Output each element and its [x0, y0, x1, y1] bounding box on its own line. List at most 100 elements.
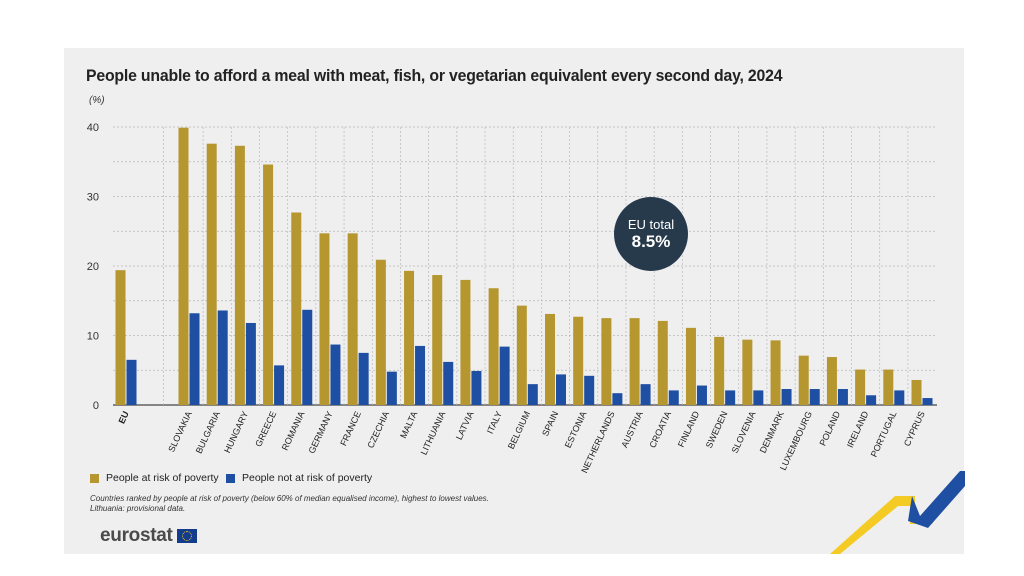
- x-tick-label: SLOVAKIA: [166, 410, 194, 454]
- bar-at-risk-estonia: [573, 316, 584, 405]
- x-tick-label: CROATIA: [647, 410, 673, 450]
- y-tick-label: 0: [93, 400, 99, 412]
- bar-at-risk-luxembourg: [798, 355, 809, 405]
- x-tick-label: HUNGARY: [222, 410, 250, 455]
- legend-swatch-at-risk: [90, 473, 99, 483]
- bar-not-at-risk-portugal: [894, 390, 905, 405]
- x-tick-label: IRELAND: [845, 409, 871, 449]
- bar-not-at-risk-hungary: [245, 322, 256, 405]
- eu-total-label: EU total: [627, 216, 675, 232]
- eu-flag-icon: [176, 529, 197, 543]
- bars: [115, 127, 933, 405]
- bar-not-at-risk-belgium: [527, 384, 538, 405]
- bar-at-risk-spain: [545, 313, 555, 405]
- x-tick-label: FINLAND: [676, 409, 702, 449]
- x-tick-label: FRANCE: [338, 410, 363, 448]
- y-tick-label: 30: [87, 192, 99, 204]
- bar-not-at-risk-austria: [640, 384, 651, 405]
- x-tick-label: LITHUANIA: [419, 410, 448, 457]
- legend-item-at-risk: People at risk of poverty: [90, 472, 219, 484]
- bar-at-risk-romania: [291, 212, 302, 405]
- bar-at-risk-austria: [629, 318, 640, 405]
- bar-at-risk-slovakia: [178, 127, 189, 405]
- bar-at-risk-slovenia: [742, 339, 753, 405]
- legend-2: People not at risk of poverty: [226, 472, 372, 488]
- x-tick-label: CYPRUS: [902, 410, 927, 448]
- x-tick-label: GERMANY: [306, 410, 334, 455]
- x-tick-label: SWEDEN: [704, 410, 730, 450]
- bar-not-at-risk-italy: [499, 346, 510, 405]
- bar-at-risk-belgium: [516, 305, 527, 405]
- x-tick-label: ROMANIA: [280, 410, 307, 452]
- x-tick-label: BULGARIA: [194, 410, 222, 455]
- x-tick-label: AUSTRIA: [619, 410, 645, 450]
- bar-not-at-risk-slovakia: [189, 313, 200, 405]
- bar-at-risk-hungary: [234, 145, 245, 405]
- x-tick-label: GREECE: [253, 410, 278, 449]
- bar-not-at-risk-cyprus: [922, 398, 933, 405]
- bar-at-risk-ireland: [855, 369, 866, 405]
- bar-not-at-risk-estonia: [584, 375, 595, 405]
- legend: People at risk of poverty: [90, 472, 219, 488]
- legend-label-not-at-risk: People not at risk of poverty: [242, 472, 373, 484]
- bar-at-risk-portugal: [883, 369, 894, 405]
- bar-not-at-risk-poland: [837, 389, 848, 405]
- bar-at-risk-croatia: [657, 320, 668, 405]
- x-tick-label: EU: [116, 410, 130, 426]
- bar-at-risk-eu: [115, 270, 126, 405]
- bar-at-risk-netherlands: [601, 318, 612, 405]
- y-tick-label: 40: [87, 122, 99, 134]
- x-tick-label: POLAND: [818, 409, 843, 447]
- y-tick-label: 10: [87, 331, 99, 343]
- x-tick-label: ITALY: [485, 410, 504, 436]
- bar-at-risk-germany: [319, 233, 330, 405]
- x-tick-label: MALTA: [398, 410, 419, 440]
- footnote-ranking: Countries ranked by people at risk of po…: [90, 494, 489, 503]
- y-tick-label: 20: [87, 261, 99, 273]
- bar-not-at-risk-eu: [126, 359, 137, 405]
- bar-at-risk-czechia: [375, 259, 386, 405]
- bar-not-at-risk-sweden: [725, 390, 736, 405]
- bar-not-at-risk-france: [358, 352, 369, 405]
- bar-at-risk-sweden: [714, 336, 725, 405]
- x-tick-label: SPAIN: [540, 410, 560, 438]
- bar-not-at-risk-romania: [302, 309, 313, 405]
- legend-item-not-at-risk: People not at risk of poverty: [226, 472, 372, 484]
- bar-at-risk-denmark: [770, 340, 781, 405]
- bar-not-at-risk-germany: [330, 344, 341, 405]
- legend-swatch-not-at-risk: [226, 473, 235, 483]
- bar-at-risk-malta: [404, 270, 415, 405]
- bar-at-risk-lithuania: [432, 275, 443, 405]
- bar-at-risk-poland: [826, 357, 837, 405]
- logo-text: eurostat: [100, 525, 173, 546]
- x-tick-label: SLOVENIA: [730, 410, 758, 455]
- bar-at-risk-cyprus: [911, 379, 922, 405]
- bar-not-at-risk-finland: [696, 385, 707, 405]
- bar-not-at-risk-bulgaria: [217, 310, 228, 405]
- bar-at-risk-finland: [685, 327, 696, 405]
- bar-not-at-risk-malta: [415, 345, 426, 405]
- bar-not-at-risk-croatia: [668, 390, 679, 405]
- bar-not-at-risk-slovenia: [753, 390, 764, 405]
- bar-at-risk-france: [347, 233, 358, 405]
- bar-not-at-risk-netherlands: [612, 393, 623, 405]
- bar-at-risk-latvia: [460, 279, 471, 405]
- x-tick-label: CZECHIA: [365, 410, 391, 450]
- eu-total-badge: EU total 8.5%: [614, 197, 688, 271]
- chart-title: People unable to afford a meal with meat…: [86, 66, 783, 85]
- bar-not-at-risk-spain: [556, 374, 566, 405]
- x-tick-label: DENMARK: [758, 410, 786, 455]
- decorative-chevron-icon: [830, 471, 965, 554]
- eu-total-value: 8.5%: [631, 231, 671, 251]
- legend-label-at-risk: People at risk of poverty: [106, 472, 219, 484]
- x-tick-label: LATVIA: [454, 410, 476, 442]
- bar-not-at-risk-latvia: [471, 370, 482, 405]
- bar-not-at-risk-denmark: [781, 389, 792, 405]
- y-axis-unit: (%): [89, 95, 105, 106]
- bar-not-at-risk-lithuania: [443, 361, 454, 405]
- x-tick-label: PORTUGAL: [869, 410, 899, 459]
- bar-at-risk-italy: [488, 288, 499, 405]
- eurostat-logo: eurostat: [100, 525, 197, 547]
- x-tick-label: ESTONIA: [563, 410, 589, 450]
